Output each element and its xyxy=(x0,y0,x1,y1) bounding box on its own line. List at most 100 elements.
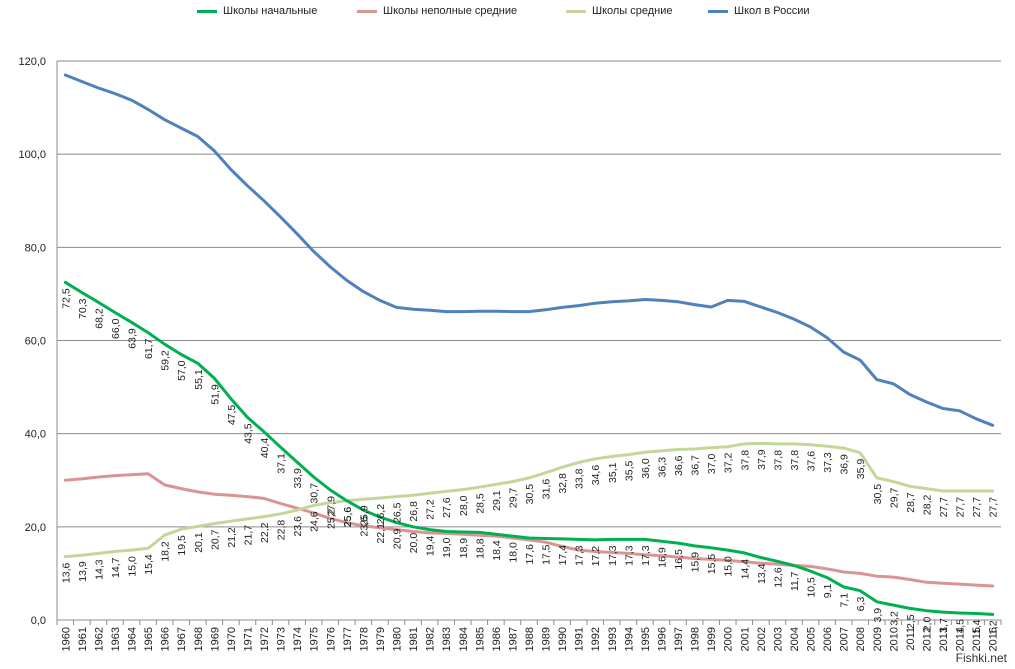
data-label: 15,5 xyxy=(706,554,718,575)
data-label: 13,9 xyxy=(77,561,89,582)
data-label: 26,8 xyxy=(408,501,420,522)
data-label: 35,1 xyxy=(607,462,619,483)
data-label: 37,8 xyxy=(772,450,784,471)
data-label: 36,7 xyxy=(690,455,702,476)
data-label: 17,5 xyxy=(541,544,553,565)
data-label: 61,7 xyxy=(143,338,155,359)
data-label: 36,3 xyxy=(656,457,668,478)
data-label: 31,6 xyxy=(541,479,553,500)
x-tick-label: 1996 xyxy=(656,627,668,651)
y-tick-label: 100,0 xyxy=(18,149,46,161)
data-label: 59,2 xyxy=(160,350,172,371)
legend-swatch-secondary xyxy=(566,9,586,13)
x-tick-label: 1976 xyxy=(325,627,337,651)
x-axis: 1960 1961 1962 1963 1964 1965 1966 1967 1968 1969… xyxy=(56,620,1002,651)
x-tick-label: 1973 xyxy=(276,627,288,651)
x-tick-label: 1963 xyxy=(110,627,122,651)
data-label: 18,8 xyxy=(474,538,486,559)
data-label: 27,2 xyxy=(425,499,437,520)
x-tick-label: 1970 xyxy=(226,627,238,651)
legend-swatch-total xyxy=(708,9,728,13)
x-tick-label: 1985 xyxy=(474,627,486,651)
data-label: 3,2 xyxy=(888,611,900,626)
data-label: 26,2 xyxy=(375,504,387,525)
data-label: 28,7 xyxy=(905,492,917,513)
x-tick-label: 2016 xyxy=(988,627,1000,651)
data-label: 68,2 xyxy=(93,308,105,329)
series-line xyxy=(63,441,995,559)
data-label: 25,6 xyxy=(342,507,354,528)
data-label: 28,2 xyxy=(921,494,933,515)
data-label: 35,9 xyxy=(855,459,867,480)
data-label: 37,3 xyxy=(822,452,834,473)
data-label: 37,8 xyxy=(789,450,801,471)
chart-gridlines xyxy=(57,60,1001,621)
data-label: 21,7 xyxy=(242,525,254,546)
x-tick-label: 2013 xyxy=(938,627,950,651)
data-label: 29,7 xyxy=(507,487,519,508)
x-tick-label: 1972 xyxy=(259,627,271,651)
data-label: 25,9 xyxy=(358,505,370,526)
data-label: 25,2 xyxy=(325,508,337,529)
data-label: 17,6 xyxy=(524,544,536,565)
data-label: 6,3 xyxy=(855,597,867,612)
data-label: 20,1 xyxy=(193,532,205,553)
y-tick-label: 60,0 xyxy=(25,336,46,348)
x-tick-label: 2005 xyxy=(806,627,818,651)
data-label: 36,6 xyxy=(673,455,685,476)
x-tick-label: 1978 xyxy=(358,627,370,651)
x-tick-label: 1965 xyxy=(143,627,155,651)
x-tick-label: 1974 xyxy=(292,627,304,651)
data-label: 32,8 xyxy=(557,473,569,494)
x-tick-label: 1971 xyxy=(242,627,254,651)
data-label: 30,7 xyxy=(309,483,321,504)
legend-swatch-incomplete-secondary xyxy=(357,9,377,13)
x-tick-label: 2006 xyxy=(822,627,834,651)
data-label: 51,9 xyxy=(209,384,221,405)
x-tick-label: 2002 xyxy=(756,627,768,651)
x-tick-label: 2008 xyxy=(855,627,867,651)
data-label: 1,5 xyxy=(955,619,967,634)
data-label: 47,5 xyxy=(226,405,238,426)
data-label: 43,5 xyxy=(242,423,254,444)
y-tick-label: 120,0 xyxy=(18,56,46,68)
x-tick-label: 1966 xyxy=(160,627,172,651)
data-label: 14,3 xyxy=(93,559,105,580)
data-label: 26,5 xyxy=(392,502,404,523)
x-tick-label: 1975 xyxy=(309,627,321,651)
data-label: 28,5 xyxy=(474,493,486,514)
data-label: 19,0 xyxy=(441,537,453,558)
series-line xyxy=(63,280,995,616)
data-label: 17,3 xyxy=(640,545,652,566)
x-tick-label: 1968 xyxy=(193,627,205,651)
data-label: 33,8 xyxy=(574,468,586,489)
data-label: 11,7 xyxy=(789,571,801,591)
data-label: 14,7 xyxy=(110,557,122,578)
data-label: 27,7 xyxy=(988,497,1000,518)
data-label: 40,4 xyxy=(259,438,271,459)
series-lines xyxy=(63,73,995,616)
legend-label-primary: Школы начальные xyxy=(223,5,318,17)
data-label: 1,4 xyxy=(971,619,983,634)
legend-item-total: Школ в России xyxy=(708,5,810,17)
data-label: 22,2 xyxy=(259,522,271,543)
x-tick-label: 1983 xyxy=(441,627,453,651)
data-label: 37,8 xyxy=(739,450,751,471)
data-label: 28,0 xyxy=(458,495,470,516)
data-label: 15,0 xyxy=(127,556,139,577)
data-label: 13,6 xyxy=(60,562,72,583)
data-label: 27,7 xyxy=(938,497,950,518)
y-axis: 0,0 20,0 40,0 60,0 80,0 100,0 120,0 xyxy=(18,56,58,627)
data-label: 37,0 xyxy=(706,453,718,474)
x-tick-label: 1967 xyxy=(176,627,188,651)
data-label: 29,7 xyxy=(888,487,900,508)
x-tick-label: 1999 xyxy=(706,627,718,651)
data-label: 37,2 xyxy=(723,453,735,474)
series-line xyxy=(63,73,995,427)
legend-item-secondary: Школы средние xyxy=(566,5,673,17)
data-label: 63,9 xyxy=(127,328,139,349)
data-label: 1,7 xyxy=(938,618,950,633)
x-tick-label: 1981 xyxy=(408,627,420,651)
data-label: 66,0 xyxy=(110,318,122,339)
data-label: 7,1 xyxy=(839,593,851,608)
